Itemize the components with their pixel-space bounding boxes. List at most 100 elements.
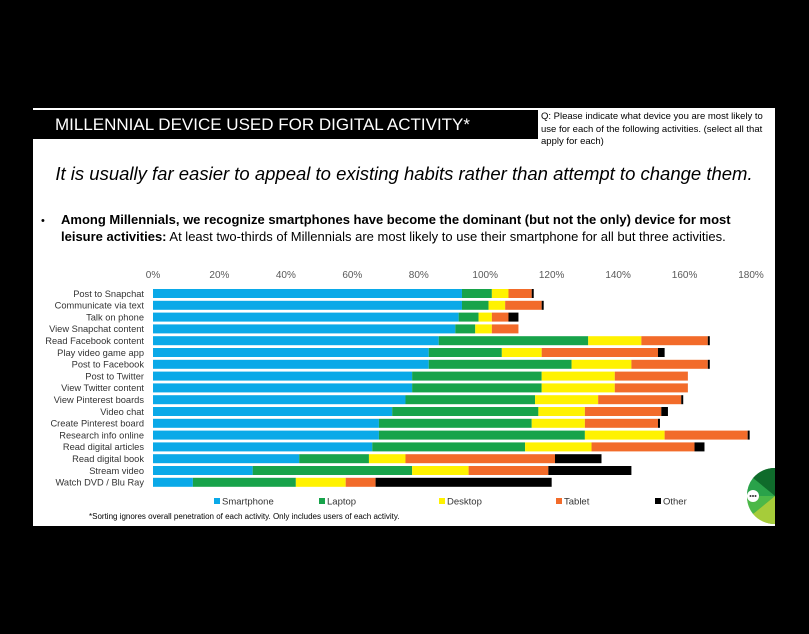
bar-desktop bbox=[538, 407, 585, 416]
stacked-bar-chart: 0% 20% 40% 60% 80% 100% 120% 140% 160% 180% Post t… bbox=[45, 270, 764, 508]
bar-tablet bbox=[405, 454, 555, 464]
bar-laptop bbox=[412, 371, 542, 381]
category-label: View Snapchat content bbox=[49, 324, 144, 334]
bar-tablet bbox=[345, 477, 376, 487]
bar-desktop bbox=[588, 336, 642, 346]
bar-laptop bbox=[438, 336, 589, 346]
legend-swatch-other bbox=[655, 498, 661, 504]
bar-laptop bbox=[299, 454, 369, 464]
x-tick-label: 180% bbox=[738, 270, 764, 281]
bar-smartphone bbox=[153, 336, 439, 346]
bullet-dot: • bbox=[41, 215, 45, 227]
legend-swatch-tablet bbox=[556, 498, 562, 504]
bar-tablet bbox=[598, 395, 682, 405]
bar-laptop bbox=[458, 312, 479, 322]
bar-smartphone bbox=[153, 359, 429, 369]
bar-desktop bbox=[571, 359, 632, 369]
legend-label-smartphone: Smartphone bbox=[222, 497, 274, 508]
bar-tablet bbox=[641, 336, 708, 346]
bar-laptop bbox=[405, 395, 536, 405]
bar-smartphone bbox=[153, 454, 300, 464]
bar-other bbox=[375, 477, 552, 487]
bar-desktop bbox=[488, 300, 506, 310]
bar-tablet bbox=[614, 383, 688, 393]
bar-smartphone bbox=[153, 442, 373, 452]
category-label: Read digital book bbox=[72, 454, 144, 464]
x-tick-label: 80% bbox=[409, 270, 429, 281]
bar-smartphone bbox=[153, 289, 462, 298]
category-label: Create Pinterest board bbox=[50, 419, 144, 429]
category-label: Read digital articles bbox=[63, 442, 144, 452]
bar-other bbox=[747, 430, 750, 440]
bar-tablet bbox=[508, 289, 532, 298]
bar-other bbox=[707, 336, 710, 346]
bar-other bbox=[694, 442, 705, 452]
category-label: Watch DVD / Blu Ray bbox=[55, 478, 144, 488]
tagline: It is usually far easier to appeal to ex… bbox=[55, 163, 753, 184]
legend-label-laptop: Laptop bbox=[327, 497, 356, 508]
bar-desktop bbox=[501, 348, 542, 357]
x-tick-label: 140% bbox=[605, 270, 631, 281]
bar-tablet bbox=[664, 430, 748, 440]
legend-swatch-smartphone bbox=[214, 498, 220, 504]
bar-laptop bbox=[428, 359, 572, 369]
bar-smartphone bbox=[153, 477, 193, 487]
bar-smartphone bbox=[153, 430, 379, 440]
bar-smartphone bbox=[153, 418, 379, 428]
legend-label-desktop: Desktop bbox=[447, 497, 482, 508]
bullet-text: Among Millennials, we recognize smartpho… bbox=[61, 211, 761, 245]
bar-tablet bbox=[584, 418, 658, 428]
x-tick-label: 60% bbox=[342, 270, 362, 281]
bar-tablet bbox=[614, 371, 688, 381]
bar-tablet bbox=[505, 300, 542, 310]
legend-label-other: Other bbox=[663, 497, 687, 508]
slide: MILLENNIAL DEVICE USED FOR DIGITAL ACTIV… bbox=[33, 108, 775, 526]
category-label: Play video game app bbox=[57, 348, 144, 358]
bar-desktop bbox=[412, 466, 469, 475]
x-tick-label: 120% bbox=[539, 270, 565, 281]
category-label: View Pinterest boards bbox=[54, 395, 145, 405]
bar-other bbox=[707, 359, 710, 369]
category-label: Post to Twitter bbox=[85, 371, 144, 381]
bar-other bbox=[681, 395, 684, 405]
bar-desktop bbox=[295, 477, 346, 487]
bar-desktop bbox=[491, 289, 509, 298]
category-label: Post to Facebook bbox=[72, 360, 145, 370]
bar-desktop bbox=[541, 383, 615, 393]
bar-laptop bbox=[192, 477, 296, 487]
bar-other bbox=[508, 312, 519, 322]
bar-tablet bbox=[541, 348, 658, 357]
bar-laptop bbox=[372, 442, 526, 452]
company-logo-icon bbox=[746, 467, 775, 525]
category-label: Post to Snapchat bbox=[73, 289, 144, 299]
bar-desktop bbox=[475, 324, 492, 334]
legend-label-tablet: Tablet bbox=[564, 497, 590, 508]
bar-other bbox=[554, 454, 602, 464]
category-label: Communicate via text bbox=[55, 301, 145, 311]
category-label: Read Facebook content bbox=[45, 336, 144, 346]
bar-other bbox=[657, 348, 665, 357]
bar-desktop bbox=[525, 442, 592, 452]
category-label: Video chat bbox=[100, 407, 144, 417]
bar-laptop bbox=[252, 466, 413, 475]
bar-desktop bbox=[535, 395, 599, 405]
bar-laptop bbox=[428, 348, 502, 357]
bar-laptop bbox=[461, 300, 489, 310]
bar-other bbox=[657, 418, 660, 428]
category-label: Research info online bbox=[59, 430, 144, 440]
category-label: Talk on phone bbox=[86, 312, 144, 322]
bar-other bbox=[548, 466, 632, 475]
x-tick-label: 40% bbox=[276, 270, 296, 281]
bar-desktop bbox=[478, 312, 492, 322]
bar-laptop bbox=[461, 289, 492, 298]
bar-smartphone bbox=[153, 395, 406, 405]
bar-laptop bbox=[378, 430, 585, 440]
bar-desktop bbox=[368, 454, 406, 464]
bar-laptop bbox=[455, 324, 476, 334]
bar-tablet bbox=[468, 466, 549, 475]
bullet-rest: At least two-thirds of Millennials are m… bbox=[169, 229, 726, 244]
bar-tablet bbox=[584, 407, 662, 416]
bar-tablet bbox=[491, 312, 509, 322]
bar-smartphone bbox=[153, 371, 413, 381]
bar-laptop bbox=[378, 418, 532, 428]
